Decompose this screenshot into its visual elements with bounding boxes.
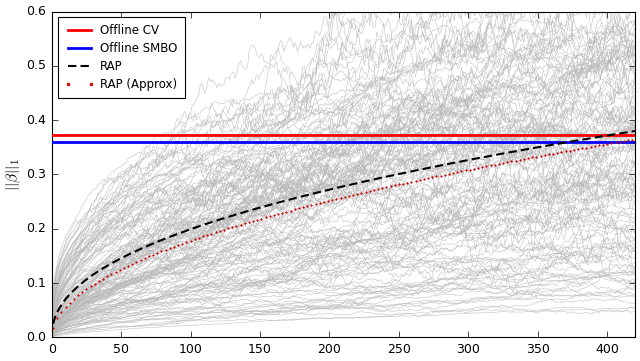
Legend: Offline CV, Offline SMBO, RAP, RAP (Approx): Offline CV, Offline SMBO, RAP, RAP (Appr… — [58, 17, 184, 98]
Y-axis label: $||\beta||_1$: $||\beta||_1$ — [5, 158, 24, 191]
